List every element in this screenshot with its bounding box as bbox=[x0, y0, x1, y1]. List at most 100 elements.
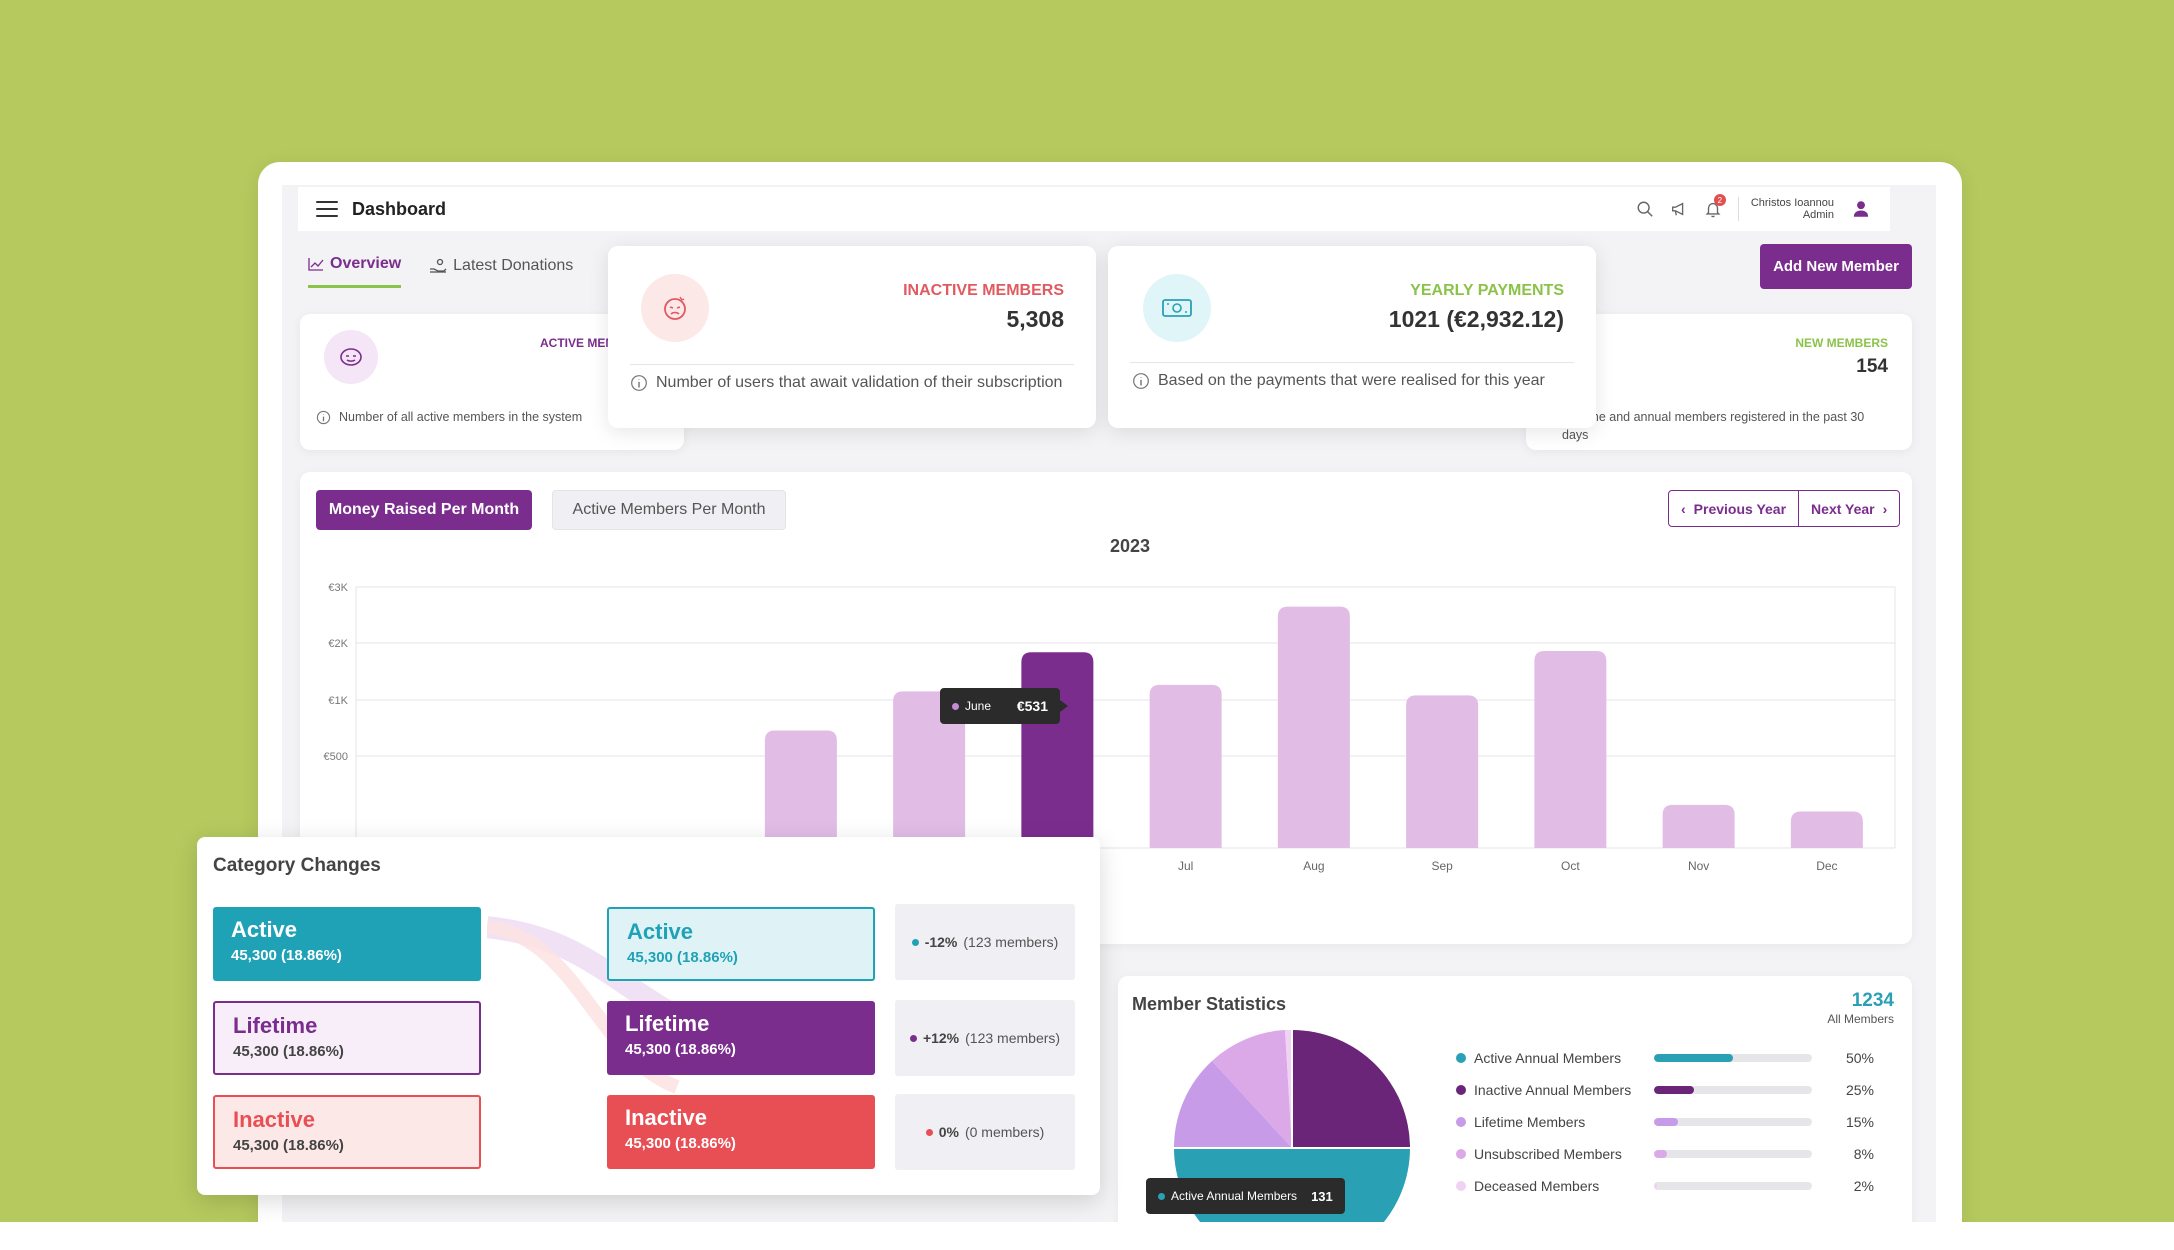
pie-tooltip-label: Active Annual Members bbox=[1171, 1189, 1298, 1203]
from-lifetime-value: 45,300 (18.86%) bbox=[233, 1043, 344, 1060]
legend-percent: 25% bbox=[1845, 1082, 1874, 1098]
next-year-button[interactable]: Next Year › bbox=[1798, 491, 1899, 526]
y-tick-label: €3K bbox=[328, 582, 348, 594]
to-lifetime-box[interactable]: Lifetime 45,300 (18.86%) bbox=[607, 1001, 875, 1075]
change-lifetime-dot bbox=[909, 1034, 917, 1042]
to-inactive-name: Inactive bbox=[625, 1105, 707, 1130]
change-lifetime-pct: +12% bbox=[922, 1030, 960, 1046]
new-members-label: NEW MEMBERS bbox=[1795, 336, 1888, 350]
category-changes-title: Category Changes bbox=[213, 855, 381, 876]
tab-overview-label: Overview bbox=[330, 255, 402, 272]
legend-dot bbox=[1456, 1117, 1466, 1127]
legend-dot bbox=[1456, 1149, 1466, 1159]
money-raised-tab[interactable]: Money Raised Per Month bbox=[316, 490, 532, 530]
pie-slice-deceased bbox=[1285, 1029, 1292, 1148]
search-icon[interactable] bbox=[1636, 200, 1654, 218]
user-info[interactable]: Christos Ioannou Admin bbox=[1737, 197, 1834, 221]
active-members-icon bbox=[324, 330, 378, 384]
x-tick-label: Nov bbox=[1688, 859, 1709, 873]
bell-icon[interactable]: 2 bbox=[1704, 194, 1726, 218]
bar-jul bbox=[1149, 684, 1222, 848]
user-avatar-icon[interactable] bbox=[1850, 198, 1872, 220]
from-inactive-name: Inactive bbox=[233, 1107, 315, 1132]
legend-row: Unsubscribed Members 8% bbox=[1456, 1146, 1876, 1162]
tooltip-dot bbox=[952, 702, 959, 710]
member-statistics-title: Member Statistics bbox=[1132, 994, 1287, 1014]
legend-dot bbox=[1456, 1181, 1466, 1191]
legend-bar bbox=[1654, 1054, 1812, 1062]
bar-jun bbox=[1021, 652, 1094, 848]
legend-label: Inactive Annual Members bbox=[1474, 1082, 1632, 1098]
chevron-left-icon: ‹ bbox=[1681, 500, 1686, 517]
user-name: Christos Ioannou bbox=[1750, 197, 1834, 209]
next-year-label: Next Year bbox=[1811, 500, 1875, 517]
bar-may bbox=[893, 691, 966, 848]
tab-latest-donations[interactable]: Latest Donations bbox=[429, 255, 573, 288]
tab-overview[interactable]: Overview bbox=[308, 255, 402, 288]
legend-label: Active Annual Members bbox=[1474, 1050, 1622, 1066]
from-lifetime-box[interactable]: Lifetime 45,300 (18.86%) bbox=[213, 1001, 481, 1075]
yearly-payments-card: YEARLY PAYMENTS 1021 (€2,932.12) Based o… bbox=[1108, 246, 1596, 428]
user-role: Admin bbox=[1802, 209, 1834, 221]
legend-label: Lifetime Members bbox=[1474, 1114, 1586, 1130]
inactive-members-desc-text: Number of users that await validation of… bbox=[656, 374, 1063, 391]
x-tick-label: Oct bbox=[1561, 859, 1580, 873]
x-tick-label: Jul bbox=[1178, 859, 1193, 873]
x-tick-label: Dec bbox=[1816, 859, 1837, 873]
active-members-tab[interactable]: Active Members Per Month bbox=[552, 490, 786, 530]
previous-year-button[interactable]: ‹ Previous Year bbox=[1669, 491, 1798, 526]
chart-year: 2023 bbox=[1109, 536, 1151, 556]
money-raised-bar-chart: €3K €2K €1K €500 Jul Aug Sep Oct Nov Dec bbox=[324, 582, 1896, 873]
change-lifetime-members: (123 members) bbox=[965, 1030, 1061, 1046]
top-bar: Dashboard 2 Christos Ioannou Admin bbox=[298, 187, 1890, 231]
total-members-value: 1234 bbox=[1851, 990, 1894, 1011]
pie-slice-unsubscribed bbox=[1212, 1030, 1292, 1148]
info-icon bbox=[631, 375, 647, 391]
inactive-members-label: INACTIVE MEMBERS bbox=[903, 282, 1064, 299]
change-inactive-members: (0 members) bbox=[964, 1124, 1045, 1140]
to-active-value: 45,300 (18.86%) bbox=[627, 949, 738, 966]
legend-dot bbox=[1456, 1085, 1466, 1095]
tab-latest-donations-label: Latest Donations bbox=[453, 256, 574, 274]
y-tick-label: €2K bbox=[328, 638, 348, 650]
change-active-members: (123 members) bbox=[963, 934, 1059, 950]
legend-row: Active Annual Members 50% bbox=[1456, 1050, 1876, 1066]
year-navigation: ‹ Previous Year Next Year › bbox=[1668, 490, 1901, 527]
tab-bar: Overview Latest Donations bbox=[308, 255, 573, 288]
legend-percent: 8% bbox=[1853, 1146, 1874, 1162]
page-title: Dashboard bbox=[352, 198, 447, 219]
active-members-desc: Number of all active members in the syst… bbox=[316, 410, 676, 425]
previous-year-label: Previous Year bbox=[1693, 500, 1787, 517]
new-members-desc: Lifetime and annual members registered i… bbox=[1562, 408, 1892, 444]
inactive-members-value: 5,308 bbox=[1006, 306, 1064, 332]
new-members-value: 154 bbox=[1856, 356, 1888, 377]
legend-row: Deceased Members 2% bbox=[1456, 1178, 1876, 1194]
megaphone-icon[interactable] bbox=[1670, 200, 1688, 218]
tooltip-arrow bbox=[1060, 700, 1068, 712]
member-statistics-panel: Member Statistics 1234 All Members Activ… bbox=[1118, 976, 1912, 1222]
bar-dec bbox=[1790, 811, 1863, 848]
from-active-box[interactable]: Active 45,300 (18.86%) bbox=[213, 907, 481, 981]
to-inactive-box[interactable]: Inactive 45,300 (18.86%) bbox=[607, 1095, 875, 1169]
menu-icon[interactable] bbox=[316, 201, 338, 217]
to-active-name: Active bbox=[627, 919, 694, 944]
legend-bar bbox=[1654, 1086, 1812, 1094]
from-lifetime-name: Lifetime bbox=[233, 1013, 318, 1038]
total-members-label: All Members bbox=[1827, 1012, 1894, 1026]
yearly-payments-label: YEARLY PAYMENTS bbox=[1410, 282, 1564, 299]
to-active-box[interactable]: Active 45,300 (18.86%) bbox=[607, 907, 875, 981]
legend-name: Inactive Annual Members bbox=[1456, 1082, 1654, 1098]
legend-name: Deceased Members bbox=[1456, 1178, 1654, 1194]
yearly-payments-desc: Based on the payments that were realised… bbox=[1132, 372, 1582, 390]
yearly-payments-value: 1021 (€2,932.12) bbox=[1388, 306, 1564, 332]
add-new-member-button[interactable]: Add New Member bbox=[1760, 244, 1912, 289]
change-active: -12% (123 members) bbox=[895, 904, 1075, 980]
inactive-members-icon bbox=[641, 274, 709, 342]
legend-bar bbox=[1654, 1118, 1812, 1126]
legend-bar bbox=[1654, 1182, 1812, 1190]
donation-hand-icon bbox=[430, 258, 447, 273]
from-inactive-value: 45,300 (18.86%) bbox=[233, 1137, 344, 1154]
from-inactive-box[interactable]: Inactive 45,300 (18.86%) bbox=[213, 1095, 481, 1169]
legend-row: Lifetime Members 15% bbox=[1456, 1114, 1876, 1130]
y-tick-label: €1K bbox=[328, 695, 348, 707]
